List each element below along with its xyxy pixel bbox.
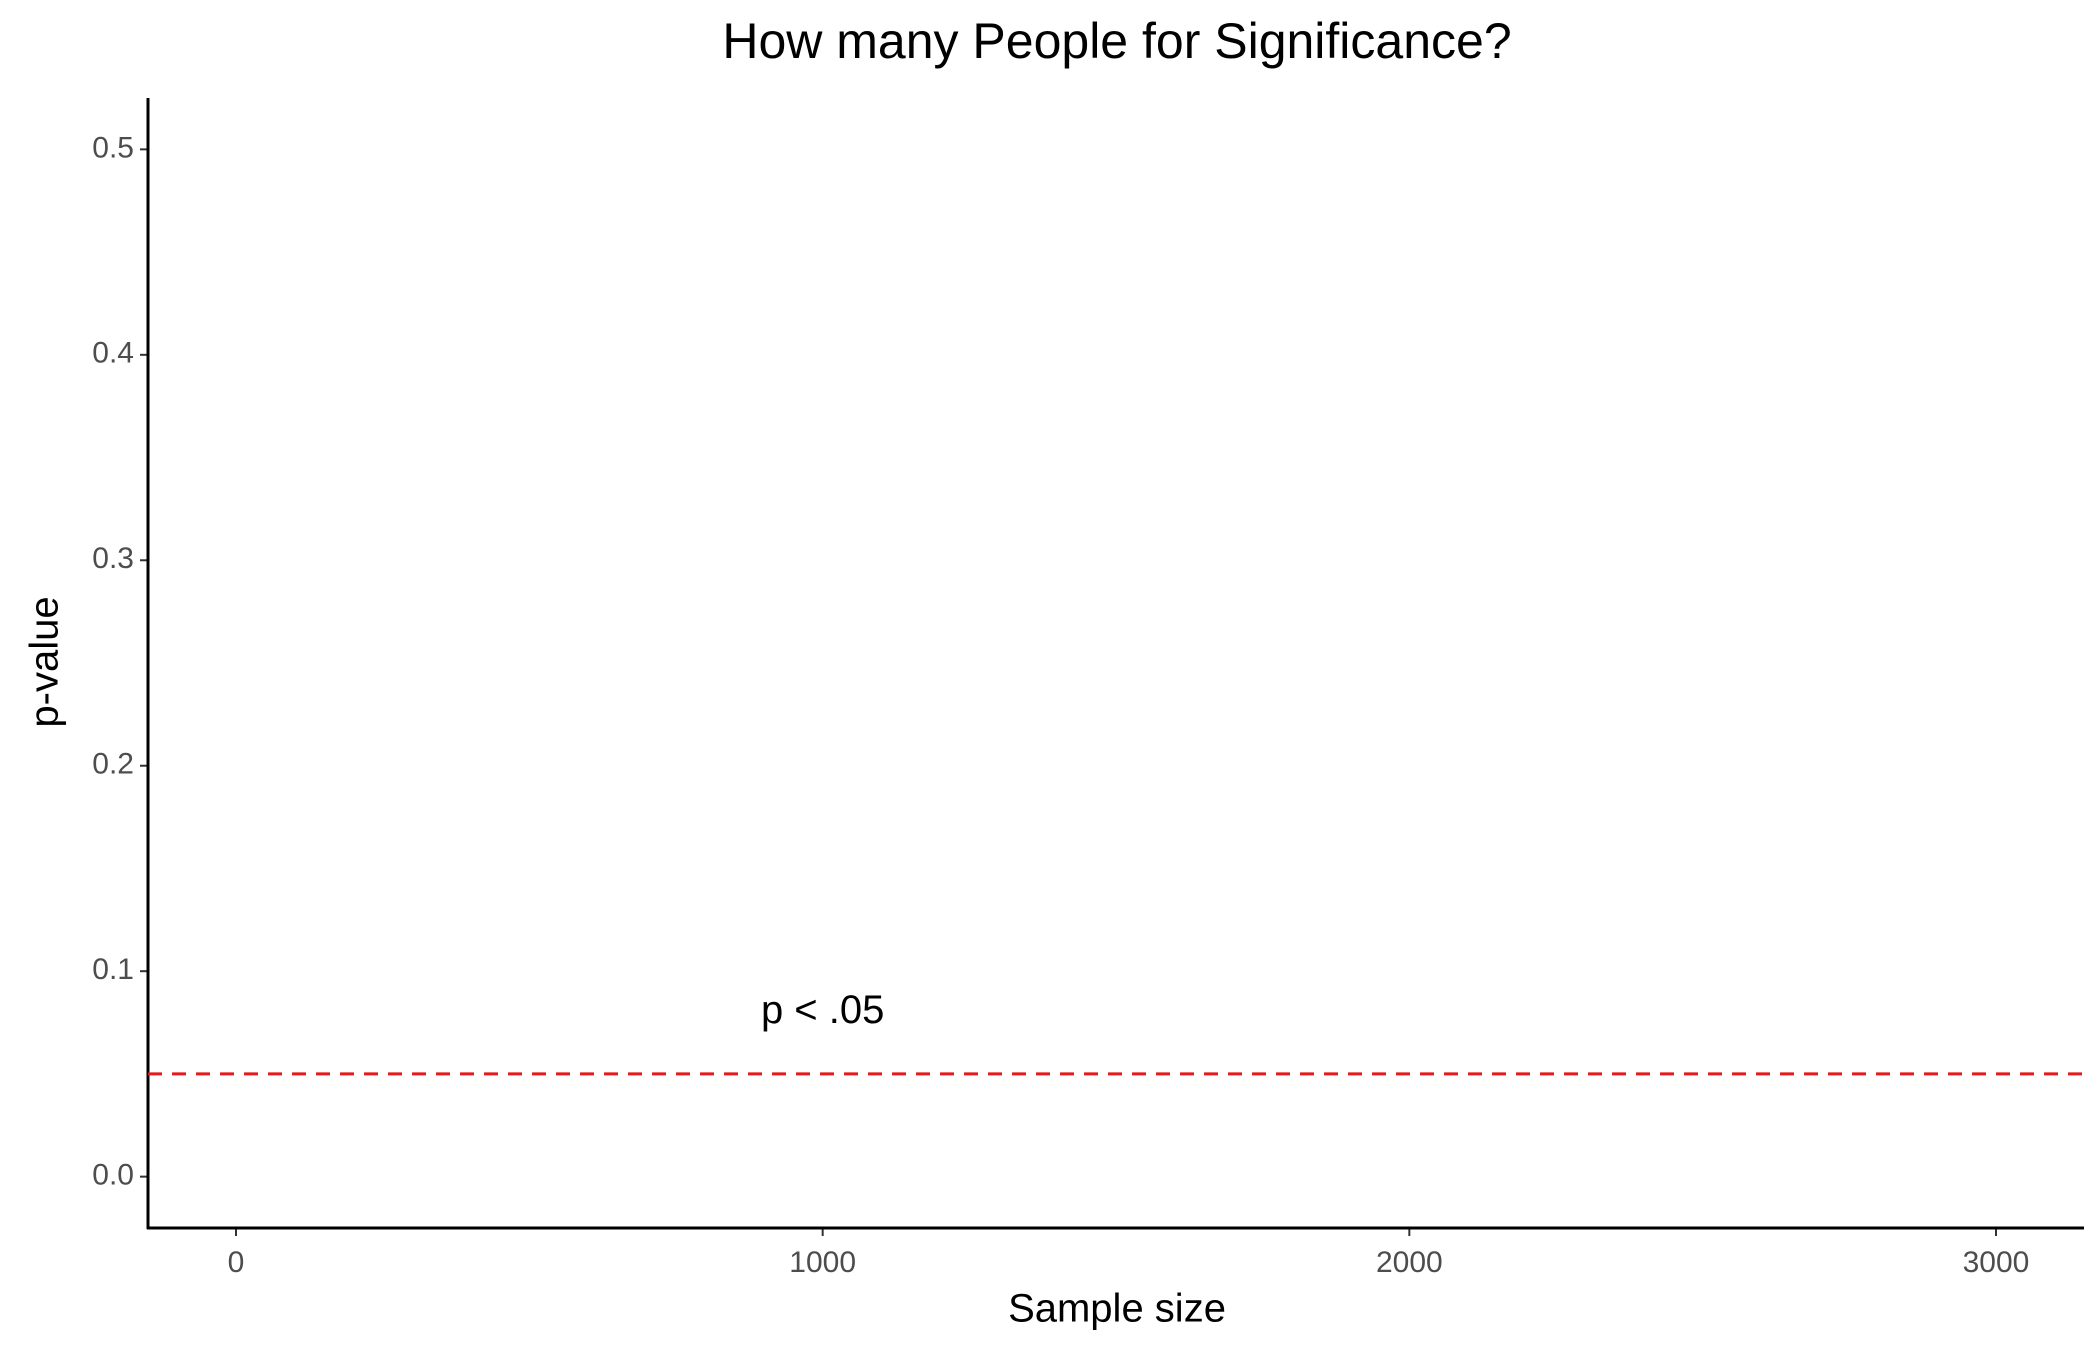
y-tick-label: 0.5 [92, 131, 134, 164]
y-tick-label: 0.1 [92, 953, 134, 986]
y-tick-label: 0.0 [92, 1159, 134, 1192]
x-tick-label: 2000 [1376, 1246, 1443, 1279]
x-axis-label: Sample size [1008, 1287, 1226, 1331]
x-tick-label: 3000 [1963, 1246, 2030, 1279]
y-tick-label: 0.4 [92, 337, 134, 370]
x-tick-label: 0 [228, 1246, 245, 1279]
x-tick-label: 1000 [789, 1246, 856, 1279]
y-tick-label: 0.3 [92, 542, 134, 575]
annotation: p < .05 [761, 988, 884, 1032]
y-axis-label: p-value [23, 596, 67, 727]
y-tick-label: 0.2 [92, 748, 134, 781]
chart-title: How many People for Significance? [722, 13, 1511, 69]
